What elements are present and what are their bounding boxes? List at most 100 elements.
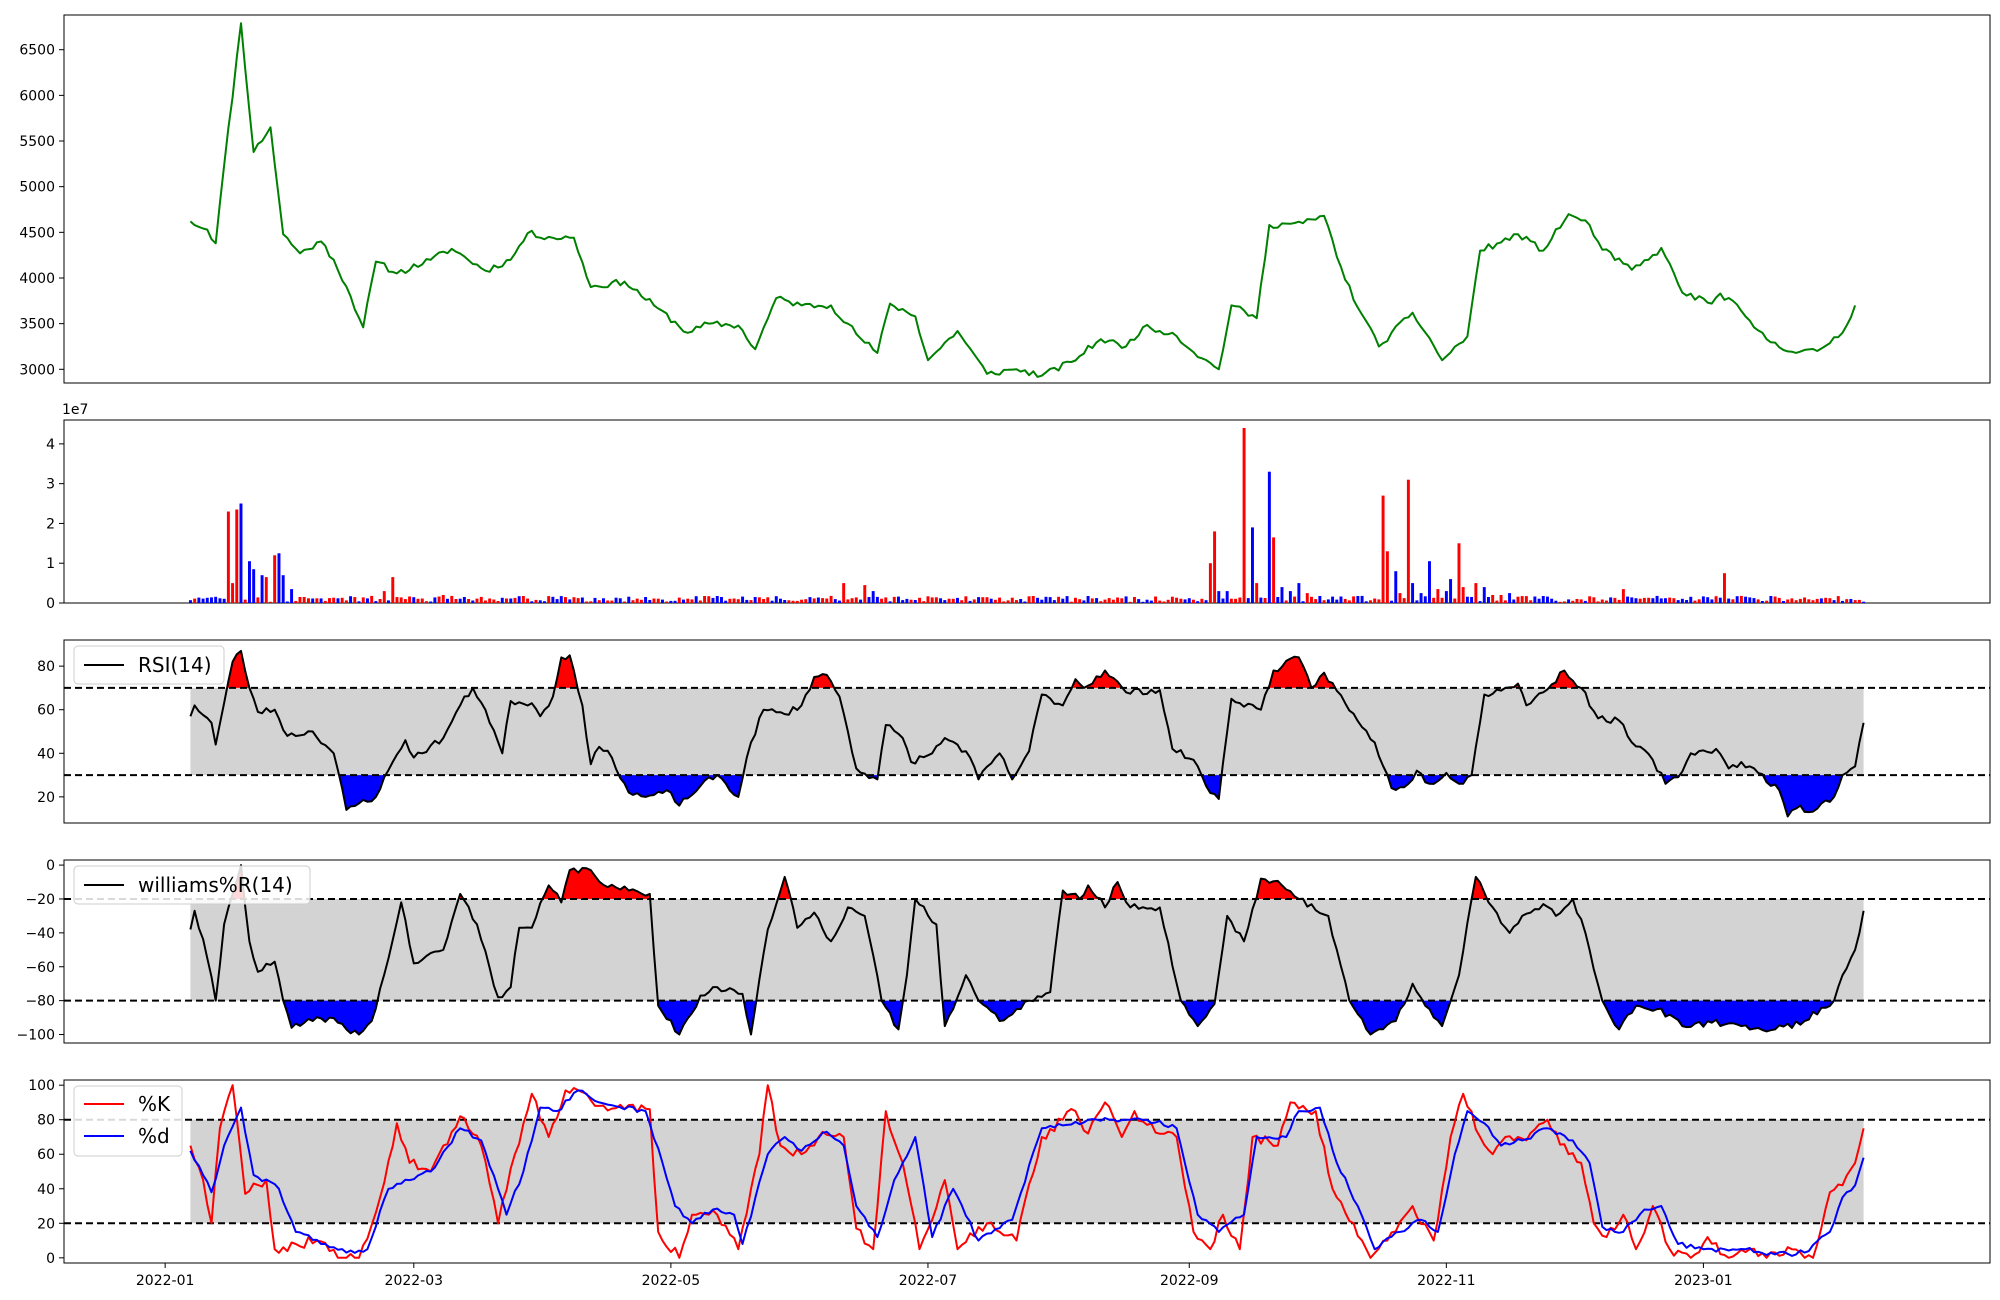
volume-bar bbox=[1786, 599, 1790, 603]
volume-bar bbox=[1672, 598, 1676, 603]
volume-bar bbox=[593, 597, 597, 603]
volume-bar bbox=[416, 598, 420, 603]
volume-bar bbox=[1617, 599, 1621, 603]
volume-bar bbox=[1074, 597, 1077, 603]
williams-ytick-label: −40 bbox=[25, 926, 55, 942]
volume-bar bbox=[1642, 597, 1646, 603]
rsi-frame bbox=[63, 639, 1991, 824]
volume-bar bbox=[648, 600, 652, 603]
volume-bar bbox=[1512, 599, 1516, 603]
volume-bar bbox=[833, 599, 837, 603]
volume-bar bbox=[521, 596, 525, 603]
volume-bar bbox=[1567, 599, 1571, 603]
williams-oversold-fill bbox=[743, 1000, 757, 1035]
volume-bar bbox=[1124, 596, 1128, 603]
volume-bar bbox=[1036, 597, 1040, 603]
volume-bar bbox=[1187, 598, 1191, 603]
volume-ytick-label: 1 bbox=[46, 556, 55, 572]
volume-bar bbox=[1440, 597, 1444, 603]
volume-bar bbox=[787, 600, 791, 603]
volume-bar bbox=[703, 596, 707, 603]
volume-bar bbox=[1706, 597, 1710, 603]
price-series-line bbox=[189, 22, 1857, 378]
volume-bar bbox=[1170, 596, 1174, 603]
volume-bar bbox=[1369, 600, 1372, 603]
volume-bar bbox=[197, 597, 201, 603]
volume-bar bbox=[1520, 596, 1524, 603]
volume-bar bbox=[631, 600, 635, 603]
volume-bar bbox=[1685, 600, 1689, 603]
volume-bar bbox=[783, 600, 787, 603]
volume-bar bbox=[446, 598, 449, 603]
volume-bar bbox=[981, 597, 985, 603]
volume-bar bbox=[1116, 597, 1120, 603]
volume-bar bbox=[1529, 600, 1533, 603]
volume-bar bbox=[825, 598, 829, 603]
volume-bar bbox=[1314, 599, 1318, 603]
volume-bar bbox=[1465, 596, 1469, 603]
volume-bar bbox=[1853, 600, 1857, 603]
rsi-series-line bbox=[189, 649, 1865, 818]
volume-bar bbox=[353, 597, 357, 603]
volume-bar bbox=[1267, 471, 1271, 603]
volume-bar bbox=[947, 598, 951, 603]
volume-bar bbox=[1849, 599, 1853, 603]
volume-bar bbox=[1571, 600, 1575, 603]
volume-bar bbox=[294, 601, 298, 603]
price-ytick-label: 3000 bbox=[19, 362, 55, 378]
rsi-overbought-fill bbox=[1505, 683, 1520, 688]
date-x-axis: 2022-01 2022-03 2022-05 2022-07 2022-09 2022-… bbox=[136, 1263, 1733, 1289]
volume-bar bbox=[378, 599, 382, 603]
volume-bar bbox=[985, 597, 989, 603]
volume-bar bbox=[897, 596, 900, 603]
volume-bar bbox=[1495, 600, 1499, 603]
stochastic-panel: 0 20 40 60 80 100 bbox=[28, 1078, 1991, 1267]
price-ytick-label: 4000 bbox=[19, 271, 55, 287]
volume-bar bbox=[1794, 600, 1798, 603]
stochastic-ytick-label: 80 bbox=[37, 1113, 55, 1129]
volume-bar bbox=[382, 591, 386, 603]
volume-bar bbox=[1052, 600, 1056, 603]
volume-bar bbox=[922, 601, 926, 603]
volume-ytick-label: 4 bbox=[46, 437, 55, 453]
volume-bar bbox=[656, 598, 660, 603]
volume-bar bbox=[1280, 587, 1284, 603]
volume-bar bbox=[1057, 596, 1061, 603]
volume-bar bbox=[387, 600, 390, 603]
williams-legend-label: williams%R(14) bbox=[138, 873, 293, 897]
rsi-oversold-fill bbox=[1448, 775, 1472, 784]
volume-bar bbox=[1318, 596, 1322, 603]
volume-bar bbox=[1221, 598, 1225, 603]
volume-bar bbox=[757, 597, 761, 603]
volume-bar bbox=[311, 598, 315, 603]
volume-bar bbox=[572, 597, 576, 603]
volume-bar bbox=[551, 596, 555, 603]
volume-bar bbox=[1377, 599, 1381, 603]
volume-bar bbox=[934, 597, 938, 603]
volume-bar bbox=[779, 598, 782, 603]
volume-bar bbox=[606, 600, 610, 603]
volume-bar bbox=[968, 600, 972, 603]
volume-bar bbox=[366, 598, 369, 603]
volume-bar bbox=[842, 583, 846, 603]
volume-bar bbox=[1857, 599, 1861, 603]
rsi-overbought-fill bbox=[1311, 672, 1336, 688]
volume-bar bbox=[323, 600, 327, 603]
volume-bar bbox=[993, 599, 997, 603]
volume-bar bbox=[1419, 593, 1423, 603]
volume-bar bbox=[1301, 601, 1305, 603]
volume-bar bbox=[1259, 597, 1263, 603]
volume-bar bbox=[1288, 591, 1292, 603]
volume-bar bbox=[711, 597, 715, 603]
volume-bar bbox=[913, 600, 917, 603]
volume-bar bbox=[1082, 600, 1086, 603]
volume-bar bbox=[770, 600, 774, 603]
volume-bar bbox=[1120, 598, 1124, 603]
volume-bar bbox=[808, 597, 812, 603]
price-ytick-label: 5500 bbox=[19, 134, 55, 150]
williams-overbought-fill bbox=[1079, 885, 1101, 899]
volume-bar bbox=[226, 511, 230, 603]
volume-bar bbox=[1457, 543, 1461, 603]
volume-bar bbox=[1659, 598, 1663, 603]
